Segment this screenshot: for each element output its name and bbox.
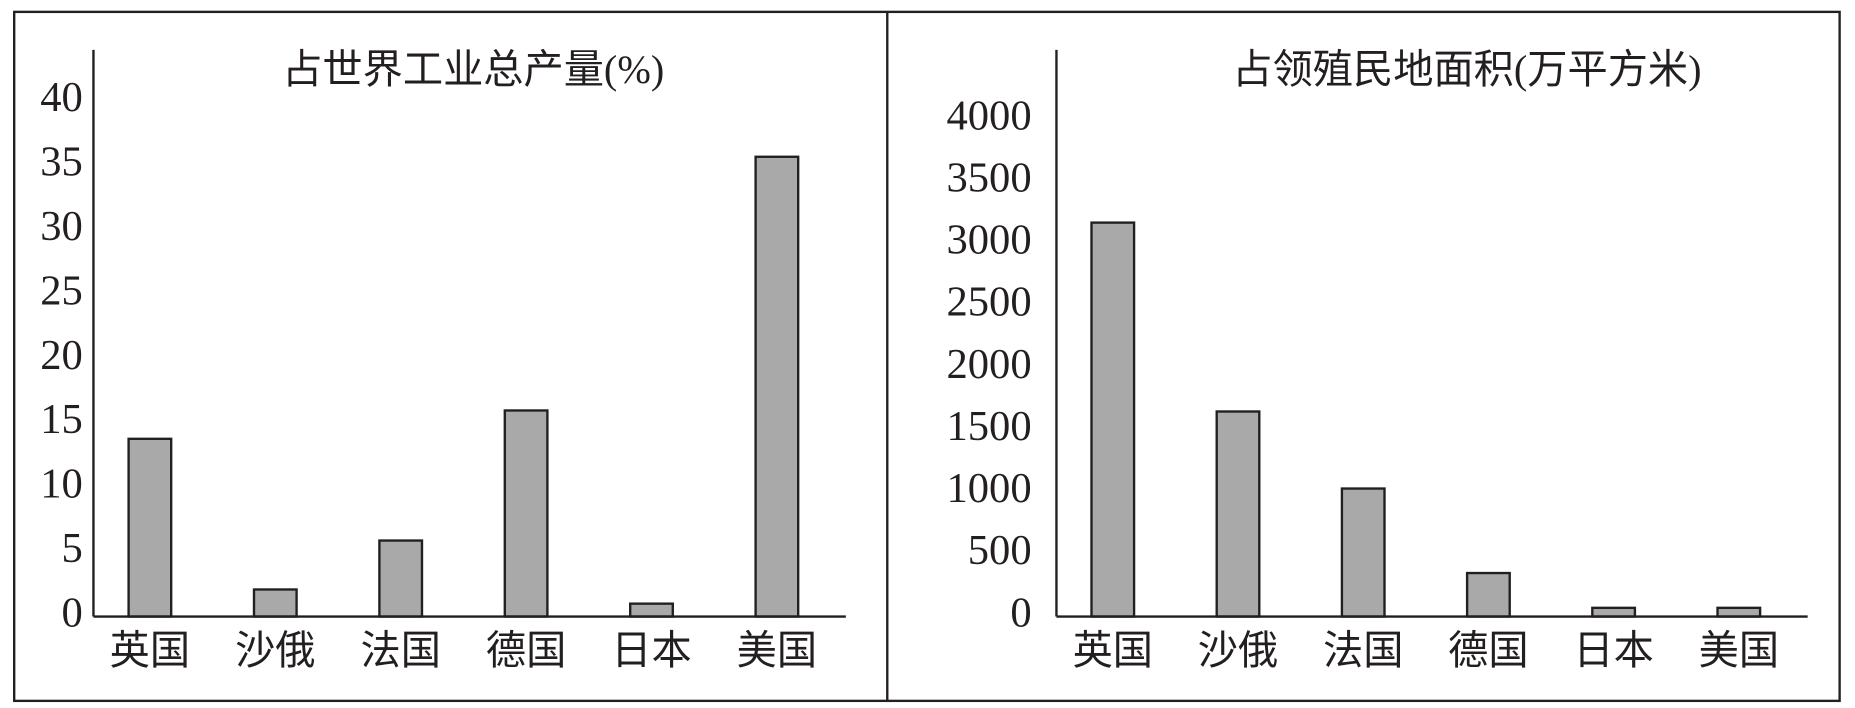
y-tick-label: 10 bbox=[40, 460, 83, 507]
y-tick-label: 30 bbox=[40, 203, 83, 250]
y-tick-label: 0 bbox=[1010, 589, 1031, 636]
x-tick-label: 德国 bbox=[1448, 628, 1528, 673]
bar bbox=[629, 602, 674, 618]
y-tick-label: 3500 bbox=[946, 154, 1031, 201]
frame bbox=[13, 10, 1841, 703]
y-tick-label: 4000 bbox=[946, 92, 1031, 139]
bar bbox=[1215, 410, 1261, 618]
x-tick-label: 美国 bbox=[1699, 628, 1779, 673]
x-tick-label: 法国 bbox=[1323, 628, 1403, 673]
x-tick-label: 美国 bbox=[737, 628, 817, 673]
chart-title: 占世界工业总产量(%) bbox=[282, 47, 664, 92]
y-tick-label: 1000 bbox=[946, 465, 1031, 512]
chart-title: 占领殖民地面积(万平方米) bbox=[1232, 47, 1701, 92]
bar bbox=[754, 155, 800, 618]
y-tick-label: 35 bbox=[40, 139, 83, 186]
x-tick-label: 沙俄 bbox=[235, 628, 315, 673]
y-tick-label: 2500 bbox=[946, 279, 1031, 326]
bar bbox=[1591, 606, 1637, 618]
y-tick-label: 25 bbox=[40, 267, 83, 314]
x-tick-label: 法国 bbox=[360, 628, 440, 673]
x-tick-label: 英国 bbox=[110, 628, 190, 673]
y-tick-label: 20 bbox=[40, 332, 83, 379]
x-tick-label: 德国 bbox=[486, 628, 566, 673]
y-tick-label: 40 bbox=[40, 74, 83, 121]
y-tick-label: 2000 bbox=[946, 341, 1031, 388]
bar bbox=[1340, 487, 1386, 618]
y-tick-label: 0 bbox=[62, 589, 83, 636]
bar bbox=[1090, 221, 1136, 618]
x-tick-label: 英国 bbox=[1073, 628, 1153, 673]
y-tick-label: 3000 bbox=[946, 216, 1031, 263]
y-tick-label: 500 bbox=[968, 527, 1032, 574]
x-tick-label: 日本 bbox=[1573, 628, 1653, 673]
bar bbox=[1465, 571, 1511, 618]
bar bbox=[1716, 606, 1762, 618]
x-tick-label: 日本 bbox=[611, 628, 691, 673]
y-tick-label: 5 bbox=[62, 525, 83, 572]
x-tick-label: 沙俄 bbox=[1198, 628, 1278, 673]
y-tick-label: 15 bbox=[40, 396, 83, 443]
y-tick-label: 1500 bbox=[946, 403, 1031, 450]
bar bbox=[127, 437, 173, 618]
bar bbox=[378, 539, 424, 618]
bar bbox=[503, 409, 549, 618]
bar bbox=[252, 588, 298, 618]
